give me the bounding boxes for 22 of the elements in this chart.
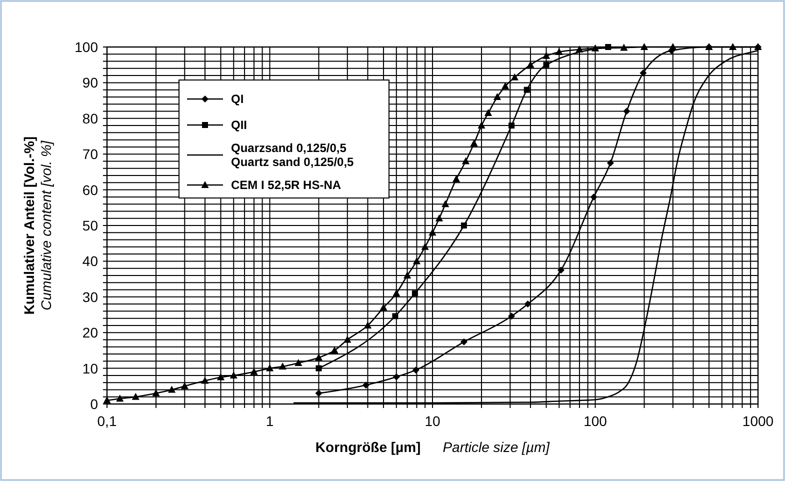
y-tick-label: 20 [82, 324, 98, 341]
y-tick-label: 40 [82, 253, 98, 270]
legend-label: QII [231, 118, 248, 132]
y-tick-label: 60 [82, 182, 98, 198]
text: Korngröße [µm] Particle size [µm] [315, 439, 550, 455]
legend-label: CEM I 52,5R HS-NA [231, 178, 342, 192]
y-axis-title: Kumulativer Anteil [Vol.-%] Cumulative content [vol. %] [21, 136, 54, 315]
legend-label: Quarzsand 0,125/0,5 Quartz sand 0,125/0,5 [231, 141, 354, 169]
legend-label: QI [231, 92, 244, 106]
x-tick-label: 10 [424, 413, 440, 429]
y-tick-label: 80 [82, 110, 98, 126]
x-tick-label: 100 [584, 413, 608, 429]
x-tick-label: 1 [266, 413, 274, 429]
y-tick-label: 70 [82, 146, 98, 162]
y-tick-label: 30 [82, 288, 98, 305]
x-tick-label: 0,1 [97, 413, 117, 429]
x-tick-label: 1000 [742, 413, 774, 429]
y-tick-label: 50 [82, 218, 98, 234]
y-tick-label: 90 [82, 74, 98, 91]
y-tick-label: 100 [74, 39, 98, 55]
y-tick-label: 0 [90, 396, 98, 412]
y-tick-label: 10 [82, 360, 98, 376]
